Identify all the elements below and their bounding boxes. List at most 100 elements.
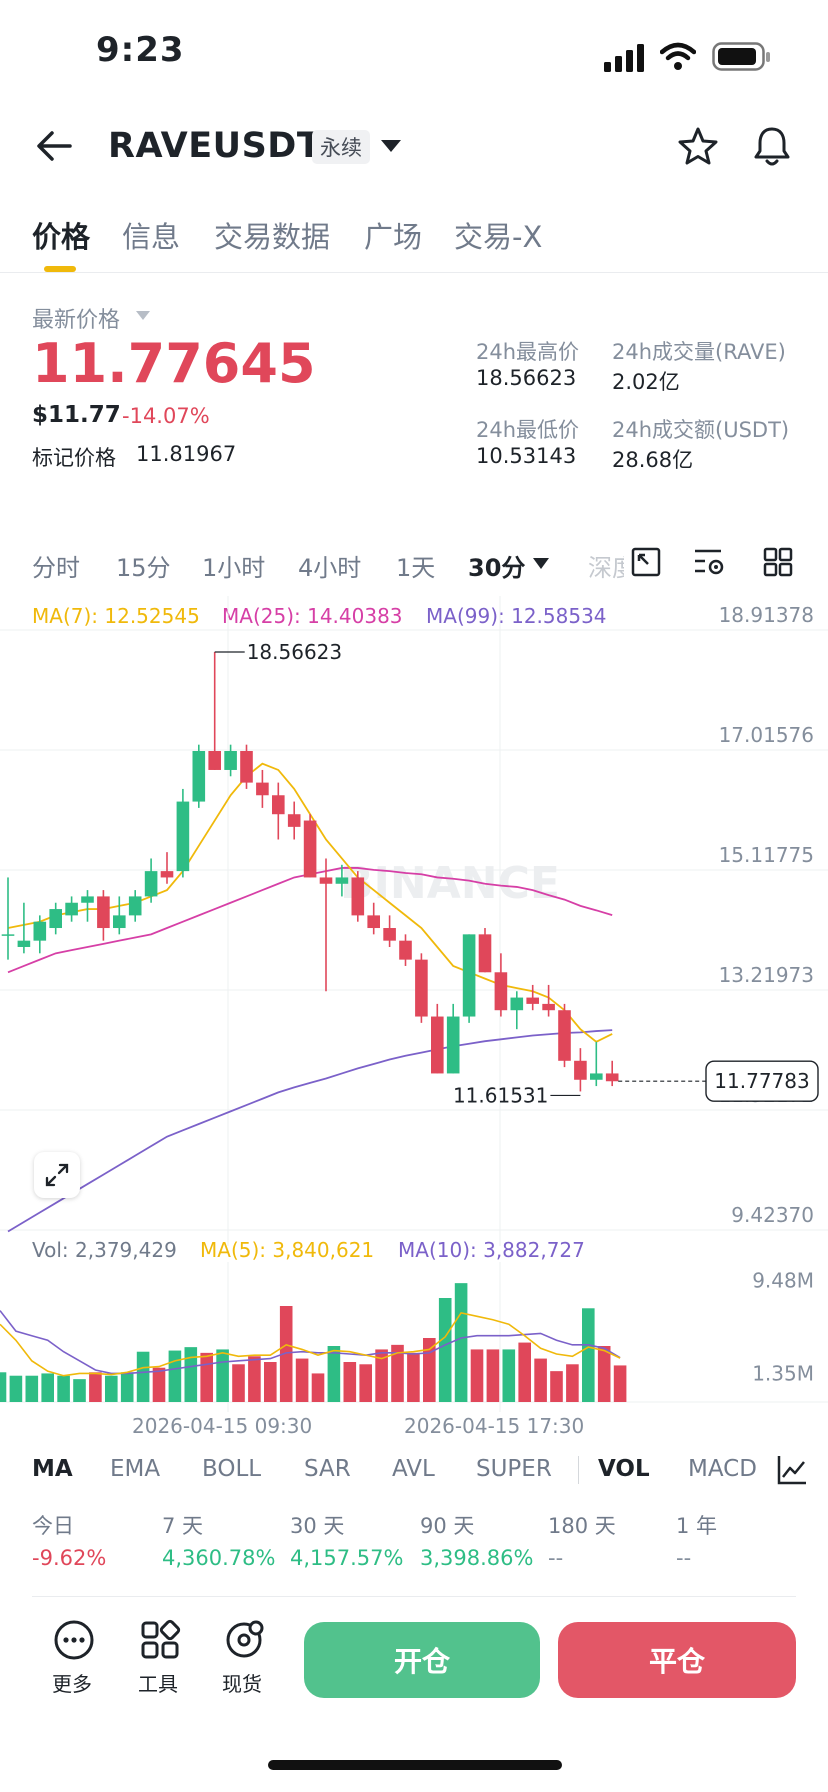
volume-label: 24h成交量(RAVE) [612, 340, 786, 364]
volume-bar [470, 1349, 484, 1402]
interval-1h[interactable]: 1小时 [202, 554, 266, 582]
x-axis-label: 2026-04-15 09:30 [132, 1414, 313, 1438]
spot-label[interactable]: 现货 [222, 1672, 262, 1696]
low-marker-label: 11.61531 [453, 1083, 548, 1107]
candle-body [287, 814, 301, 827]
last-price-label[interactable]: 最新价格 [32, 308, 121, 333]
tools-button[interactable] [138, 1618, 182, 1666]
indicator-sar[interactable]: SAR [304, 1456, 351, 1482]
last-price: 11.77645 [32, 332, 316, 395]
volume-bar [534, 1358, 547, 1402]
more-button[interactable] [52, 1618, 96, 1666]
indicator-vol[interactable]: VOL [598, 1456, 650, 1482]
tab-square[interactable]: 广场 [364, 220, 423, 254]
interval-1d[interactable]: 1天 [396, 554, 436, 582]
volume-bar [295, 1358, 309, 1402]
perf-label-180d: 180 天 [548, 1514, 616, 1538]
tools-label[interactable]: 工具 [138, 1672, 178, 1696]
candle-body [494, 972, 508, 1011]
spot-button[interactable] [222, 1618, 266, 1666]
volume-value: 2.02亿 [612, 370, 680, 394]
volume-bar [120, 1372, 134, 1402]
ma99-value: MA(99): 12.58534 [426, 604, 607, 628]
interval-depth[interactable]: 深度 [588, 554, 624, 582]
perf-label-90d: 90 天 [420, 1514, 475, 1538]
y-tick-label: 15.11775 [719, 843, 814, 867]
bell-icon[interactable] [752, 124, 792, 168]
current-price-tag [705, 1060, 819, 1102]
volume-bar [232, 1364, 245, 1402]
indicator-super[interactable]: SUPER [476, 1456, 552, 1482]
indicator-chart-icon[interactable] [776, 1454, 808, 1486]
volume-ma10: MA(10): 3,882,727 [398, 1238, 585, 1262]
price-change: -14.07% [122, 404, 210, 428]
indicator-ema[interactable]: EMA [110, 1456, 161, 1482]
home-indicator [268, 1760, 562, 1770]
high-label: 24h最高价 [476, 340, 580, 364]
ma7-value: MA(7): 12.52545 [32, 604, 200, 628]
volume-bar [311, 1373, 325, 1402]
fullscreen-icon[interactable] [630, 546, 662, 578]
tab-trade-x[interactable]: 交易-X [454, 220, 543, 254]
volume-bar [518, 1342, 531, 1402]
low-label: 24h最低价 [476, 418, 580, 442]
mark-price-label: 标记价格 [32, 446, 116, 470]
spot-icon [226, 1620, 264, 1658]
chevron-down-icon[interactable] [380, 138, 402, 154]
mark-price-value: 11.81967 [136, 442, 237, 466]
interval-dropdown-icon[interactable] [533, 558, 549, 570]
candle-body [256, 782, 269, 796]
candle-body [590, 1073, 603, 1080]
interval-timeline[interactable]: 分时 [32, 554, 80, 582]
volume-bar [184, 1347, 198, 1402]
volume-chart[interactable]: 9.48M 1.35M [0, 1262, 828, 1412]
star-icon[interactable] [678, 126, 718, 166]
amount-label: 24h成交额(USDT) [612, 418, 790, 442]
candle-body [351, 877, 365, 916]
volume-bar [200, 1352, 213, 1402]
candle-body [558, 1010, 571, 1061]
y-tick-label: 18.91378 [719, 603, 814, 627]
tab-price[interactable]: 价格 [32, 220, 91, 254]
more-label[interactable]: 更多 [52, 1672, 92, 1696]
volume-bar [454, 1283, 468, 1402]
indicator-macd[interactable]: MACD [688, 1456, 757, 1482]
indicator-boll[interactable]: BOLL [202, 1456, 262, 1482]
close-position-button[interactable]: 平仓 [558, 1622, 796, 1698]
volume-bar [25, 1375, 39, 1402]
volume-ma5: MA(5): 3,840,621 [200, 1238, 375, 1262]
perf-value-today: -9.62% [32, 1546, 107, 1570]
expand-chart-button[interactable] [34, 1152, 80, 1198]
grid-layout-icon[interactable] [762, 546, 794, 578]
candle-body [605, 1073, 619, 1082]
open-position-button[interactable]: 开仓 [304, 1622, 540, 1698]
high-value: 18.56623 [476, 366, 577, 390]
indicator-ma[interactable]: MA [32, 1456, 73, 1482]
volume-bar [216, 1349, 229, 1402]
perf-value-7d: 4,360.78% [162, 1546, 276, 1570]
volume-bar [486, 1349, 500, 1402]
indicator-avl[interactable]: AVL [392, 1456, 435, 1482]
candle-body [49, 909, 62, 929]
candle-body [176, 801, 190, 872]
tab-trading-data[interactable]: 交易数据 [214, 220, 331, 254]
interval-4h[interactable]: 4小时 [298, 554, 362, 582]
ma25-value: MA(25): 14.40383 [222, 604, 403, 628]
tab-info[interactable]: 信息 [122, 220, 181, 254]
candlestick-chart[interactable]: BINANCE 18.91378 17.01576 15.11775 13.21973 1… [0, 596, 828, 1246]
ma99-line [7, 1029, 613, 1233]
indicator-settings-icon[interactable] [692, 546, 726, 578]
caret-down-icon[interactable] [136, 311, 150, 321]
x-axis-label: 2026-04-15 17:30 [404, 1414, 585, 1438]
interval-30m[interactable]: 30分 [468, 554, 526, 582]
back-arrow-icon[interactable] [34, 128, 74, 164]
candle-body [335, 877, 349, 884]
interval-15m[interactable]: 15分 [116, 554, 171, 582]
symbol-title[interactable]: RAVEUSDT [108, 126, 322, 166]
low-value: 10.53143 [476, 444, 577, 468]
tools-icon [141, 1619, 181, 1659]
volume-bar [375, 1349, 388, 1402]
volume-tick-label: 1.35M [752, 1362, 814, 1386]
candle-body [367, 915, 380, 929]
amount-value: 28.68亿 [612, 448, 694, 472]
